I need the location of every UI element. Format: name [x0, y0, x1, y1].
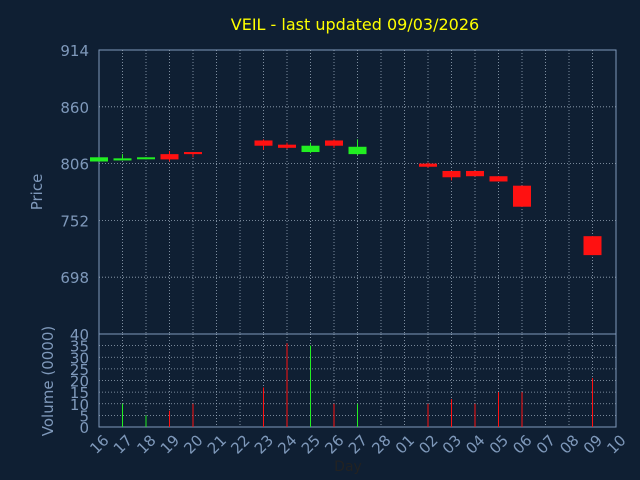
- x-tick-label: 27: [345, 431, 371, 457]
- candle-body: [278, 144, 296, 148]
- x-tick-label: 05: [486, 431, 512, 457]
- x-tick-label: 09: [580, 431, 606, 457]
- price-tick-label: 806: [60, 156, 89, 174]
- x-tick-label: 23: [251, 431, 277, 457]
- candle-body: [325, 140, 343, 146]
- x-tick-label: 21: [204, 431, 230, 457]
- x-tick-label: 06: [509, 431, 535, 457]
- candle-body: [583, 236, 602, 256]
- x-tick-label: 04: [462, 431, 488, 457]
- volume-tick-label: 35: [70, 338, 89, 356]
- candle-body: [489, 176, 508, 182]
- volume-tick-label: 0: [79, 419, 89, 437]
- x-tick-label: 25: [298, 431, 324, 457]
- volume-panel: 4035302520151050161718192021222324252627…: [70, 326, 630, 458]
- price-tick-label: 914: [60, 42, 89, 60]
- candle-body: [442, 170, 461, 178]
- candle-body: [348, 146, 367, 155]
- candle-body: [137, 157, 155, 160]
- x-tick-label: 20: [180, 431, 206, 457]
- x-tick-label: 19: [157, 431, 183, 457]
- x-tick-label: 01: [392, 431, 418, 457]
- price-tick-label: 752: [60, 212, 89, 230]
- candle-body: [90, 157, 108, 162]
- price-tick-label: 698: [60, 269, 89, 287]
- volume-axis-label: Volume (0000): [39, 326, 57, 436]
- x-axis-label: Day: [334, 459, 362, 475]
- x-tick-label: 03: [439, 431, 465, 457]
- x-tick-label: 16: [86, 431, 112, 457]
- candle-body: [184, 152, 202, 155]
- candle-body: [113, 158, 132, 161]
- volume-tick-label: 10: [70, 396, 89, 414]
- x-tick-label: 22: [227, 431, 253, 457]
- x-tick-label: 28: [368, 431, 394, 457]
- chart-title: VEIL - last updated 09/03/2026: [231, 15, 479, 34]
- x-tick-label: 10: [603, 431, 629, 457]
- price-tick-label: 860: [60, 99, 89, 117]
- volume-tick-label: 40: [70, 326, 89, 344]
- candle-body: [513, 185, 531, 207]
- volume-tick-label: 25: [70, 361, 89, 379]
- candle-body: [160, 154, 179, 160]
- candle-body: [466, 170, 484, 177]
- price-axis-label: Price: [28, 174, 46, 211]
- price-panel: 914 860 806 752 698: [60, 42, 617, 335]
- volume-tick-label: 5: [79, 407, 89, 425]
- candle-body: [419, 163, 437, 167]
- x-tick-label: 18: [133, 431, 159, 457]
- volume-tick-label: 15: [70, 384, 89, 402]
- volume-tick-label: 20: [70, 373, 89, 391]
- x-tick-label: 17: [110, 431, 136, 457]
- x-tick-label: 26: [321, 431, 347, 457]
- x-tick-label: 02: [415, 431, 441, 457]
- candle-body: [301, 145, 320, 153]
- x-tick-label: 24: [274, 431, 300, 457]
- x-tick-label: 08: [556, 431, 582, 457]
- volume-tick-label: 30: [70, 349, 89, 367]
- candle-body: [254, 140, 273, 146]
- x-tick-label: 07: [533, 431, 559, 457]
